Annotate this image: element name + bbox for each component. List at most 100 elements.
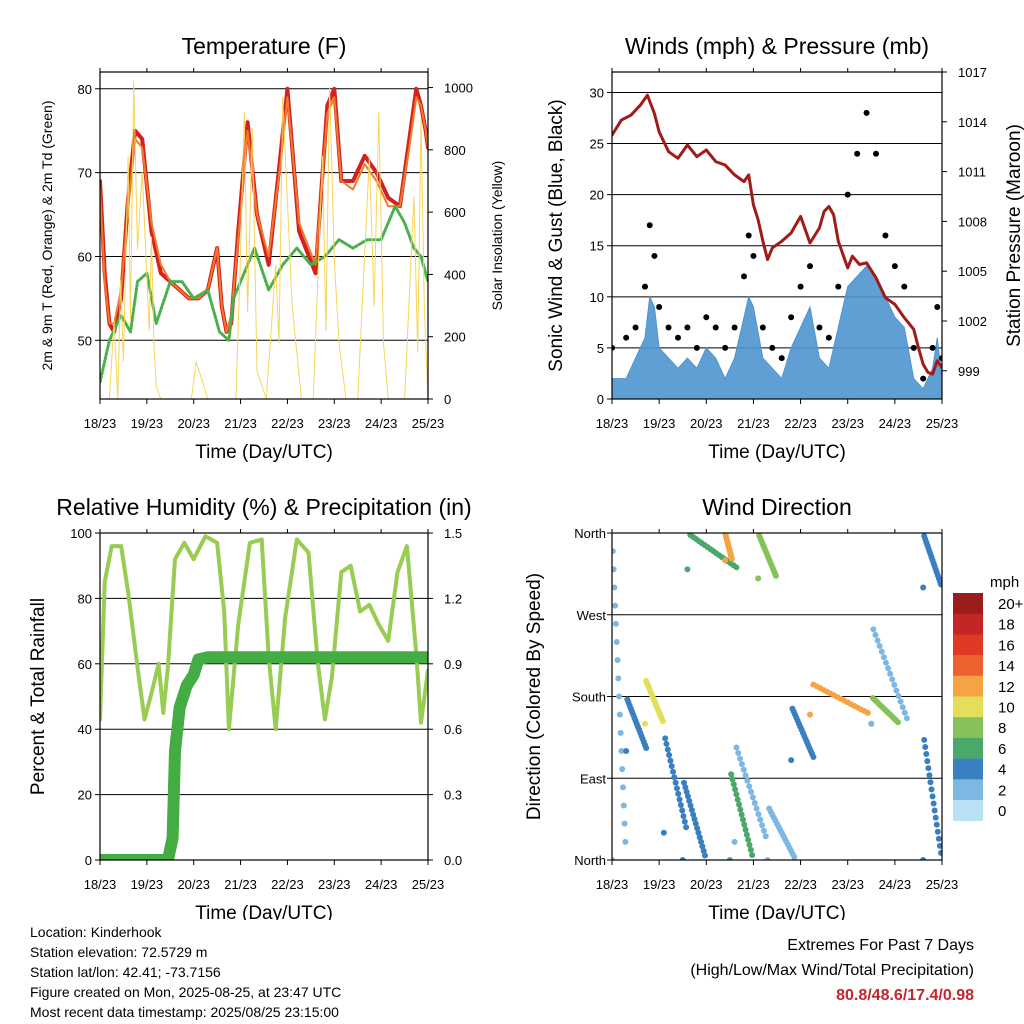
direction-point xyxy=(744,777,751,784)
direction-point xyxy=(659,718,666,725)
gust-point xyxy=(769,344,776,351)
direction-point xyxy=(682,784,689,791)
gust-point xyxy=(920,375,927,382)
direction-point xyxy=(762,833,769,840)
x-tick-label: 18/23 xyxy=(596,877,629,892)
direction-point xyxy=(868,720,875,727)
direction-point xyxy=(732,786,739,793)
chart-title: Winds (mph) & Pressure (mb) xyxy=(625,33,929,59)
legend-label: 0 xyxy=(998,803,1006,820)
direction-point xyxy=(618,748,625,754)
direction-data xyxy=(612,533,942,860)
wind-series xyxy=(612,265,942,399)
direction-point xyxy=(672,779,679,786)
direction-point xyxy=(670,768,677,775)
winds-data xyxy=(612,93,942,399)
x-tick-label: 20/23 xyxy=(177,416,210,431)
x-tick-label: 22/23 xyxy=(784,877,817,892)
direction-point xyxy=(755,811,762,818)
direction-point xyxy=(722,557,729,564)
direction-point xyxy=(766,805,773,812)
direction-point xyxy=(620,784,626,791)
direction-point xyxy=(899,704,906,711)
data-timestamp: Most recent data timestamp: 2025/08/25 2… xyxy=(30,1004,339,1020)
gust-point xyxy=(844,191,851,198)
direction-point xyxy=(740,766,747,773)
dewpoint-series xyxy=(100,204,428,384)
direction-point xyxy=(736,801,743,808)
direction-point xyxy=(686,797,693,804)
legend-swatch xyxy=(953,717,983,739)
legend-swatch xyxy=(953,696,983,718)
direction-point xyxy=(673,785,680,792)
x-tick-label: 25/23 xyxy=(926,877,959,892)
y-tick-label: 20 xyxy=(78,788,92,803)
direction-point xyxy=(763,550,770,557)
y2-tick-label: 800 xyxy=(444,143,466,158)
direction-point xyxy=(728,771,735,778)
direction-point xyxy=(753,805,760,812)
y2-tick-label: 0.9 xyxy=(444,657,462,672)
gust-point xyxy=(712,324,719,331)
y-tick-label: 50 xyxy=(78,333,92,348)
direction-point xyxy=(864,709,871,716)
direction-point xyxy=(920,857,927,860)
y-axis-label: Sonic Wind & Gust (Blue, Black) xyxy=(546,99,567,371)
direction-point xyxy=(729,776,736,783)
y2-tick-label: 600 xyxy=(444,205,466,220)
x-tick-label: 21/23 xyxy=(224,416,257,431)
direction-point xyxy=(695,829,702,836)
direction-point xyxy=(737,755,744,762)
gust-point xyxy=(873,150,879,157)
direction-point xyxy=(895,692,902,699)
x-tick-label: 22/23 xyxy=(784,416,817,431)
x-axis-label: Time (Day/UTC) xyxy=(708,903,846,920)
direction-point xyxy=(643,744,650,751)
direction-point xyxy=(612,548,616,555)
direction-point xyxy=(683,824,690,831)
direction-point xyxy=(676,796,683,803)
direction-point xyxy=(690,811,697,818)
x-tick-label: 20/23 xyxy=(177,877,210,892)
x-tick-label: 21/23 xyxy=(737,416,770,431)
direction-point xyxy=(922,743,929,750)
legend-label: 14 xyxy=(998,658,1015,675)
direction-point xyxy=(893,687,900,694)
gust-point xyxy=(825,334,832,341)
gust-point xyxy=(651,252,658,259)
y2-tick-label: 1017 xyxy=(958,65,987,80)
solar-series xyxy=(100,80,428,399)
direction-point xyxy=(824,688,831,695)
gust-point xyxy=(731,324,738,331)
direction-point xyxy=(680,813,687,820)
direction-point xyxy=(664,746,671,753)
gust-point xyxy=(665,324,672,331)
direction-point xyxy=(683,788,690,795)
gust-point xyxy=(623,334,630,341)
direction-point xyxy=(921,736,928,743)
legend-label: 2 xyxy=(998,782,1006,799)
gust-point xyxy=(722,344,729,351)
y2-axis-label: Solar Insolation (Yellow) xyxy=(489,161,505,311)
extremes-values: 80.8/48.6/17.4/0.98 xyxy=(836,987,974,1004)
chart-title: Wind Direction xyxy=(702,494,852,520)
y-axis-label: Direction (Colored By Speed) xyxy=(524,573,545,820)
gust-point xyxy=(910,344,917,351)
station-info: Location: Kinderhook Station elevation: … xyxy=(30,922,341,1022)
legend-label: 16 xyxy=(998,637,1015,654)
y-tick-label: 0 xyxy=(597,392,604,407)
y2-tick-label: 0.0 xyxy=(444,853,462,868)
legend-label: 6 xyxy=(998,741,1006,758)
gust-point xyxy=(642,283,648,290)
direction-point xyxy=(746,841,753,848)
direction-point xyxy=(687,802,694,809)
extremes-panel: Extremes For Past 7 Days (High/Low/Max W… xyxy=(690,933,974,1008)
direction-point xyxy=(615,675,622,682)
pressure-series xyxy=(612,93,942,376)
y2-tick-label: 0 xyxy=(444,392,451,407)
y-tick-label: 25 xyxy=(590,137,604,152)
y-tick-label: 60 xyxy=(78,657,92,672)
gust-point xyxy=(632,324,639,331)
direction-point xyxy=(760,827,767,834)
direction-point xyxy=(684,793,691,800)
